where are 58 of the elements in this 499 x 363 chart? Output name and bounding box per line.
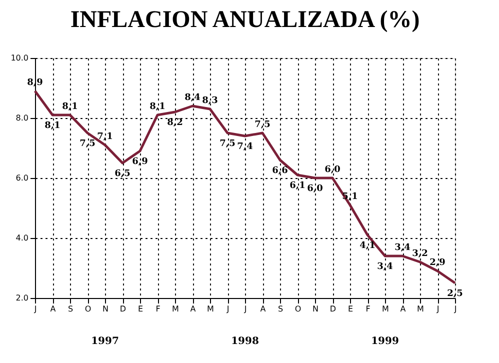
data-label: 7,5 xyxy=(220,139,236,149)
x-tick-label: J xyxy=(226,304,230,314)
data-label: 7,5 xyxy=(254,120,270,130)
data-label: 2,9 xyxy=(430,258,446,268)
x-tick-label: A xyxy=(190,304,196,314)
x-tick-label: A xyxy=(50,304,56,314)
x-tick-label: J xyxy=(453,304,457,314)
data-label: 6,6 xyxy=(272,166,288,176)
data-label: 8,1 xyxy=(62,102,78,112)
x-tick-label: S xyxy=(68,304,74,314)
data-label: 8,3 xyxy=(202,96,218,106)
x-tick-label: N xyxy=(102,304,109,314)
x-tick-label: J xyxy=(436,304,440,314)
data-label: 6,1 xyxy=(290,181,306,191)
data-label: 3,4 xyxy=(377,262,393,272)
data-label: 8,1 xyxy=(150,102,166,112)
x-tick-label: D xyxy=(120,304,126,314)
x-tick-label: N xyxy=(312,304,319,314)
data-label: 6,9 xyxy=(132,157,148,167)
text: 1997 xyxy=(91,336,119,347)
x-tick-label: M xyxy=(417,304,424,314)
x-tick-label: S xyxy=(278,304,284,314)
x-tick-label: O xyxy=(294,304,302,314)
y-tick-label: 4.0 xyxy=(16,234,28,242)
x-tick-label: F xyxy=(156,304,161,314)
x-tick-label: M xyxy=(172,304,180,314)
data-label: 6,5 xyxy=(114,169,130,179)
y-tick-label: 2.0 xyxy=(16,294,28,302)
data-label: 3,2 xyxy=(412,249,428,259)
x-tick-label: M xyxy=(207,304,214,314)
x-tick-label: E xyxy=(138,304,144,314)
y-tick-label: 8.0 xyxy=(16,114,28,122)
data-label: 8,4 xyxy=(184,93,200,103)
x-tick-label: A xyxy=(400,304,406,314)
x-tick-label: E xyxy=(348,304,354,314)
x-tick-label: M xyxy=(382,304,390,314)
data-label: 7,4 xyxy=(237,142,253,152)
chart-title: INFLACION ANUALIZADA (%) xyxy=(70,7,420,33)
data-label: 6,0 xyxy=(324,165,340,175)
data-label: 3,4 xyxy=(394,243,410,253)
data-label: 4,1 xyxy=(360,241,376,251)
line-series xyxy=(34,90,456,284)
data-label: 7,1 xyxy=(97,132,113,142)
x-tick-label: A xyxy=(260,304,266,314)
data-label: 2,5 xyxy=(447,289,463,299)
x-tick-label: J xyxy=(243,304,247,314)
x-tick-label: D xyxy=(330,304,336,314)
x-tick-label: J xyxy=(33,304,37,314)
text: 1999 xyxy=(371,336,399,347)
text: 1998 xyxy=(231,336,259,347)
data-label: 7,5 xyxy=(80,139,96,149)
data-label: 6,0 xyxy=(307,184,323,194)
x-tick-label: O xyxy=(84,304,92,314)
y-tick-label: 10.0 xyxy=(10,54,28,62)
x-tick-label: F xyxy=(366,304,371,314)
y-tick-label: 6.0 xyxy=(16,174,28,182)
data-label: 8,1 xyxy=(44,121,60,131)
data-label: 8,2 xyxy=(167,118,183,128)
